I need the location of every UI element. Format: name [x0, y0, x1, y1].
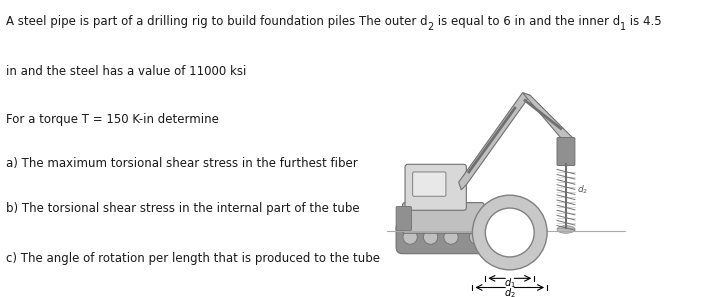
Text: $d_2$: $d_2$	[578, 184, 588, 196]
Text: A steel pipe is part of a drilling rig to build foundation piles The outer d: A steel pipe is part of a drilling rig t…	[6, 15, 428, 28]
Text: 2: 2	[428, 22, 433, 32]
Text: For a torque T = 150 K-in determine: For a torque T = 150 K-in determine	[6, 113, 219, 126]
Text: in and the steel has a value of 11000 ksi: in and the steel has a value of 11000 ks…	[6, 65, 246, 78]
Text: a) The maximum torsional shear stress in the furthest fiber: a) The maximum torsional shear stress in…	[6, 157, 358, 170]
Text: b) The torsional shear stress in the internal part of the tube: b) The torsional shear stress in the int…	[6, 202, 359, 215]
Text: $d_2$: $d_2$	[504, 286, 515, 297]
Polygon shape	[523, 93, 573, 144]
Circle shape	[444, 230, 458, 244]
Polygon shape	[459, 93, 530, 190]
Circle shape	[403, 230, 417, 244]
Text: 1: 1	[620, 22, 626, 32]
FancyBboxPatch shape	[402, 203, 484, 233]
FancyBboxPatch shape	[396, 206, 411, 231]
Text: is 4.5: is 4.5	[626, 15, 661, 28]
Circle shape	[423, 230, 438, 244]
FancyBboxPatch shape	[405, 164, 467, 210]
Text: is equal to 6 in and the inner d: is equal to 6 in and the inner d	[433, 15, 620, 28]
Circle shape	[472, 195, 547, 270]
Text: c) The angle of rotation per length that is produced to the tube: c) The angle of rotation per length that…	[6, 252, 379, 266]
FancyBboxPatch shape	[413, 172, 446, 196]
Circle shape	[469, 230, 484, 244]
FancyBboxPatch shape	[396, 222, 491, 254]
FancyBboxPatch shape	[557, 138, 575, 166]
Ellipse shape	[557, 226, 575, 233]
Text: $d_1$: $d_1$	[504, 277, 515, 290]
Circle shape	[485, 208, 535, 257]
